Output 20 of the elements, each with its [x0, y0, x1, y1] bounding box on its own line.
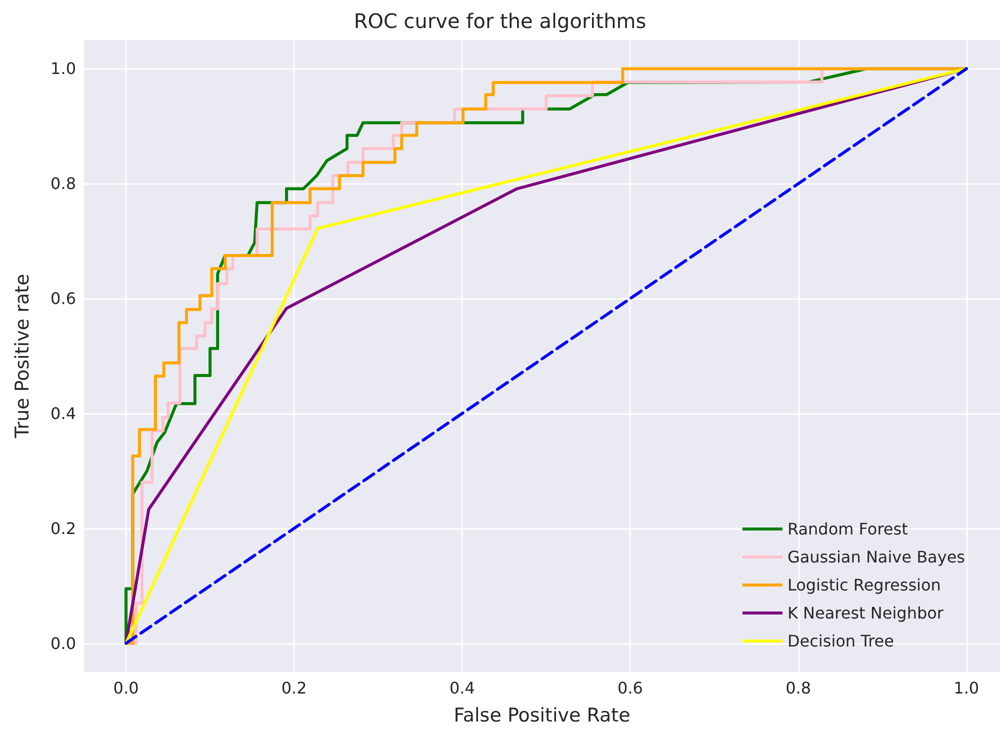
chart-title: ROC curve for the algorithms [354, 9, 646, 33]
y-tick-label: 1.0 [50, 59, 76, 78]
y-axis-title: True Positive rate [12, 274, 34, 440]
x-tick-label: 0.4 [449, 678, 475, 698]
legend-label: Logistic Regression [787, 576, 941, 594]
x-axis-title: False Positive Rate [454, 704, 630, 726]
legend-label: Random Forest [787, 520, 908, 538]
x-tick-label: 0.6 [618, 678, 643, 698]
x-tick-label: 0.8 [786, 678, 812, 698]
legend-label: Decision Tree [787, 632, 894, 650]
legend-label: Gaussian Naive Bayes [787, 548, 966, 566]
y-tick-label: 0.2 [50, 518, 76, 538]
legend-label: K Nearest Neighbor [787, 604, 944, 622]
y-tick-label: 0.8 [50, 174, 76, 194]
y-tick-label: 0.6 [50, 289, 76, 308]
x-tick-label: 0.2 [281, 678, 307, 698]
x-tick-label: 1.0 [954, 678, 980, 698]
x-tick-label: 0.0 [113, 678, 139, 698]
y-tick-label: 0.4 [50, 404, 76, 423]
y-tick-label: 0.0 [50, 634, 76, 653]
